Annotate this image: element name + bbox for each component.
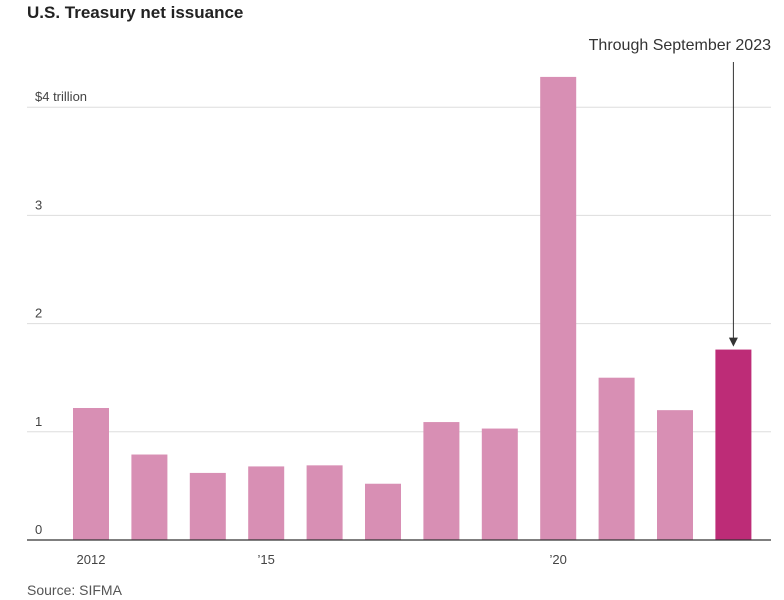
bar-2012	[73, 407, 109, 540]
x-tick-label: ’15	[258, 552, 275, 567]
y-tick-label: 3	[35, 197, 42, 212]
bar-2021	[598, 377, 635, 540]
annotation-arrowhead	[728, 337, 738, 347]
y-tick-label: 2	[35, 306, 42, 321]
x-tick-label: 2012	[77, 552, 106, 567]
bar-2020	[540, 76, 577, 541]
bar-2019	[481, 428, 518, 540]
bar-2015	[248, 466, 285, 540]
bar-2023	[715, 349, 752, 540]
bar-2017	[365, 483, 401, 540]
y-tick-label: 0	[35, 522, 42, 537]
y-tick-label: $4 trillion	[35, 89, 87, 104]
bar-2014	[189, 472, 226, 540]
annotation-label: Through September 2023	[589, 37, 771, 54]
bar-2022	[657, 410, 693, 540]
bar-2018	[423, 422, 460, 540]
bar-2016	[306, 465, 343, 540]
bar-2013	[131, 454, 168, 540]
chart-title: U.S. Treasury net issuance	[27, 3, 244, 22]
y-tick-label: 1	[35, 414, 42, 429]
x-tick-label: ’20	[550, 552, 567, 567]
source-note: Source: SIFMA	[27, 582, 122, 598]
